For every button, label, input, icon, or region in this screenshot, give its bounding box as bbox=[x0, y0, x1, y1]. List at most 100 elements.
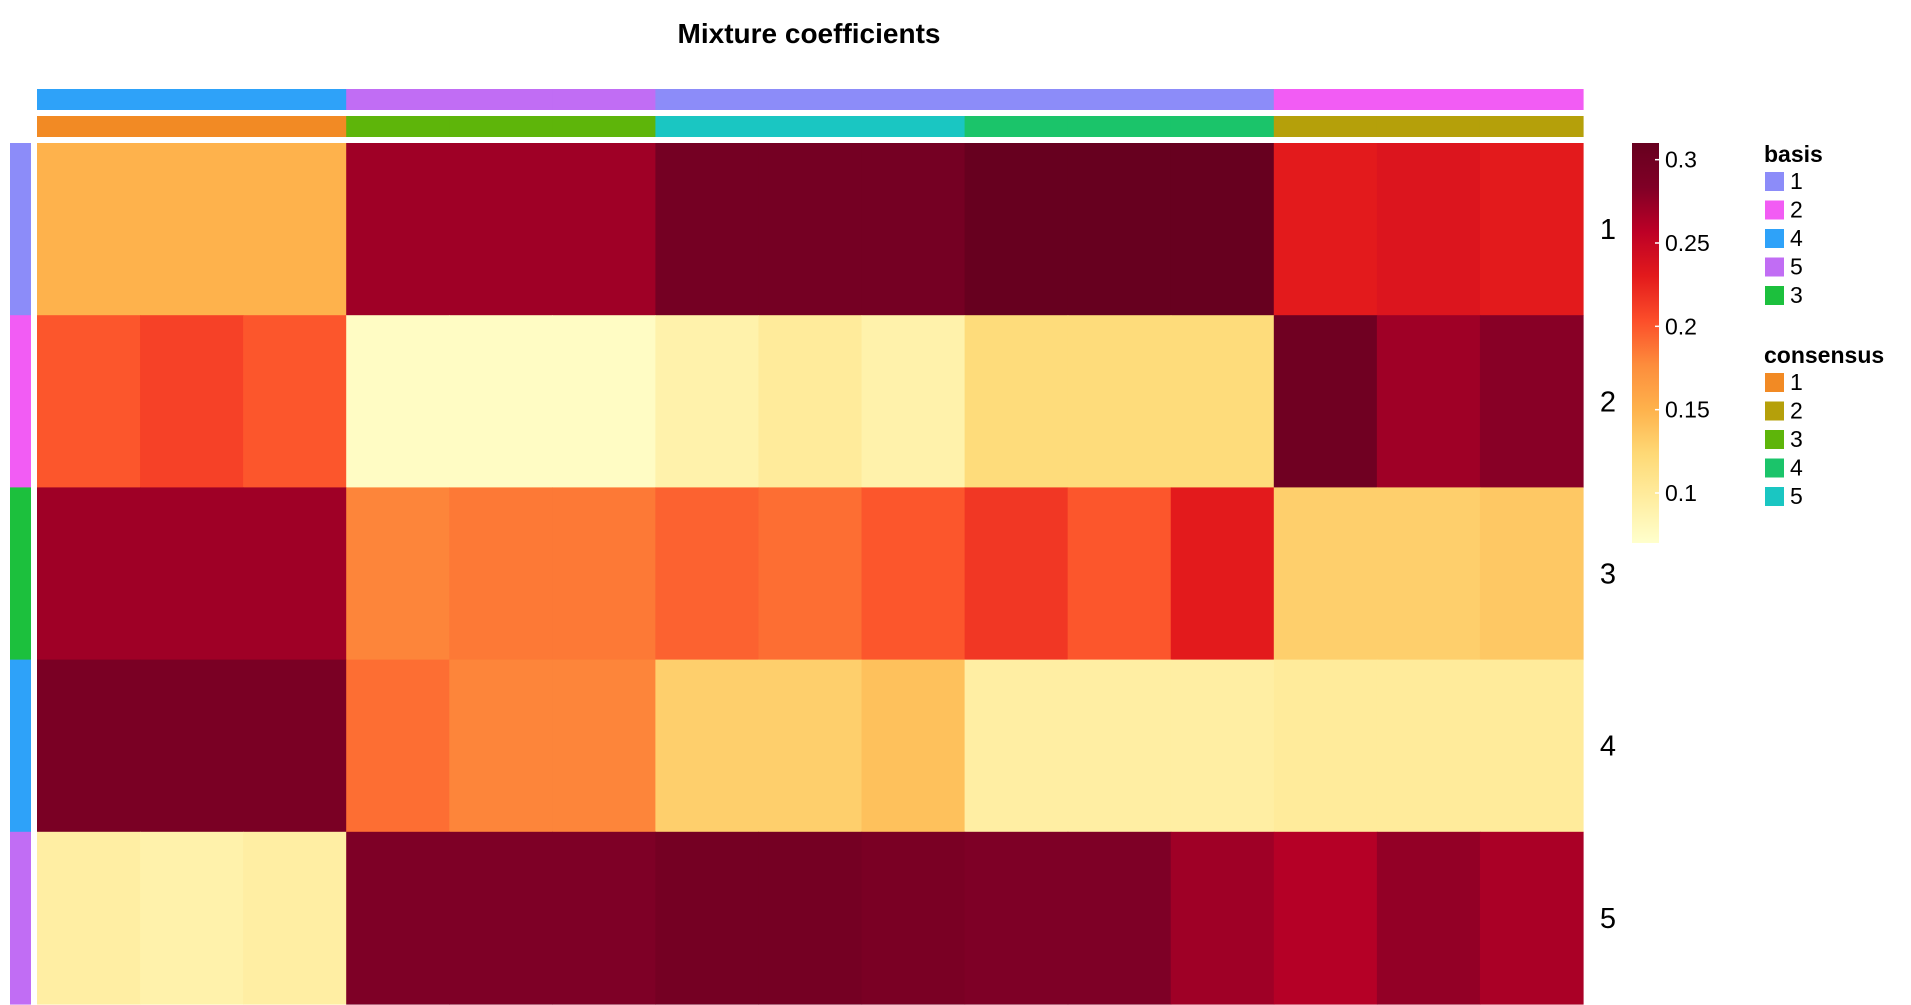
heatmap-cell bbox=[1067, 831, 1172, 1005]
heatmap-cell bbox=[758, 487, 863, 661]
heatmap-cell bbox=[655, 143, 760, 316]
col-consensus-cell bbox=[655, 116, 760, 137]
col-consensus-cell bbox=[1273, 116, 1378, 137]
basis-legend-swatch bbox=[1765, 200, 1784, 220]
row-basis-cell bbox=[10, 315, 31, 488]
heatmap-cell bbox=[655, 831, 760, 1005]
heatmap-cell bbox=[1067, 315, 1172, 488]
row-annotation-basis bbox=[10, 143, 31, 1005]
heatmap-cell bbox=[758, 831, 863, 1005]
heatmap-cell bbox=[758, 315, 863, 488]
heatmap-cell bbox=[964, 831, 1069, 1005]
heatmap-cell bbox=[140, 831, 244, 1005]
consensus-legend-title: consensus bbox=[1764, 342, 1884, 368]
col-basis-cell bbox=[964, 89, 1069, 110]
heatmap-cell bbox=[861, 831, 966, 1005]
basis-legend-swatch bbox=[1765, 257, 1784, 277]
colorbar bbox=[1632, 143, 1659, 543]
heatmap-cell bbox=[140, 315, 244, 488]
row-label: 3 bbox=[1600, 559, 1616, 591]
heatmap-cell bbox=[1479, 315, 1584, 488]
heatmap-cell bbox=[449, 831, 553, 1005]
heatmap-cell bbox=[1170, 315, 1275, 488]
basis-legend-label: 1 bbox=[1790, 168, 1803, 194]
row-basis-cell bbox=[10, 487, 31, 661]
col-consensus-cell bbox=[1067, 116, 1172, 137]
heatmap-cell bbox=[1273, 487, 1378, 661]
consensus-legend-label: 4 bbox=[1790, 455, 1803, 481]
heatmap-cell bbox=[449, 659, 553, 833]
heatmap-cell bbox=[37, 659, 141, 833]
col-basis-cell bbox=[1067, 89, 1172, 110]
basis-legend-label: 3 bbox=[1790, 282, 1803, 308]
heatmap-cell bbox=[1273, 659, 1378, 833]
consensus-legend-swatch bbox=[1765, 373, 1784, 392]
heatmap-cell bbox=[243, 315, 347, 488]
heatmap-cell bbox=[1376, 659, 1481, 833]
col-basis-cell bbox=[1479, 89, 1584, 110]
heatmap-cell bbox=[37, 315, 141, 488]
heatmap-cell bbox=[1067, 659, 1172, 833]
heatmap-cell bbox=[552, 143, 656, 316]
heatmap-cell bbox=[1067, 143, 1172, 316]
col-basis-cell bbox=[1273, 89, 1378, 110]
heatmap-cell bbox=[243, 831, 347, 1005]
col-consensus-cell bbox=[346, 116, 450, 137]
col-consensus-cell bbox=[861, 116, 966, 137]
heatmap-cell bbox=[1273, 831, 1378, 1005]
heatmap-cell bbox=[140, 143, 244, 316]
heatmap-cell bbox=[552, 831, 656, 1005]
col-basis-cell bbox=[552, 89, 656, 110]
heatmap-cell bbox=[346, 315, 450, 488]
basis-legend-label: 2 bbox=[1790, 197, 1803, 223]
col-consensus-cell bbox=[758, 116, 863, 137]
heatmap-cell bbox=[964, 315, 1069, 488]
heatmap-cell bbox=[655, 315, 760, 488]
col-basis-cell bbox=[1170, 89, 1275, 110]
heatmap-cell bbox=[37, 487, 141, 661]
heatmap-cell bbox=[861, 659, 966, 833]
heatmap-cell bbox=[964, 143, 1069, 316]
heatmap-cell bbox=[243, 659, 347, 833]
basis-legend-title: basis bbox=[1764, 141, 1823, 167]
heatmap-cell bbox=[449, 487, 553, 661]
row-label: 2 bbox=[1600, 386, 1616, 418]
column-annotation-consensus bbox=[37, 116, 1584, 137]
col-consensus-cell bbox=[37, 116, 141, 137]
col-basis-cell bbox=[758, 89, 863, 110]
heatmap-cell bbox=[1479, 487, 1584, 661]
heatmap-cell bbox=[1376, 315, 1481, 488]
heatmap-cell bbox=[243, 487, 347, 661]
col-basis-cell bbox=[243, 89, 347, 110]
col-consensus-cell bbox=[1170, 116, 1275, 137]
heatmap-cell bbox=[37, 831, 141, 1005]
heatmap-cell bbox=[346, 659, 450, 833]
heatmap-cell bbox=[1479, 659, 1584, 833]
row-labels: 1 2 3 4 5 bbox=[1600, 214, 1616, 935]
col-basis-cell bbox=[346, 89, 450, 110]
row-basis-cell bbox=[10, 659, 31, 833]
heatmap-cell bbox=[449, 143, 553, 316]
heatmap-cell bbox=[1170, 831, 1275, 1005]
row-label: 1 bbox=[1600, 214, 1616, 246]
heatmap-cell bbox=[758, 659, 863, 833]
heatmap-cell bbox=[1170, 487, 1275, 661]
col-basis-cell bbox=[449, 89, 553, 110]
heatmap-cell bbox=[552, 315, 656, 488]
heatmap-cell bbox=[1479, 143, 1584, 316]
heatmap-cell bbox=[1376, 487, 1481, 661]
heatmap-cells bbox=[37, 143, 1584, 1005]
colorbar-tick-label: 0.2 bbox=[1665, 313, 1697, 339]
heatmap-cell bbox=[1376, 831, 1481, 1005]
heatmap-cell bbox=[655, 659, 760, 833]
consensus-legend-swatch bbox=[1765, 487, 1784, 506]
heatmap-cell bbox=[655, 487, 760, 661]
heatmap-cell bbox=[861, 315, 966, 488]
row-label: 4 bbox=[1600, 731, 1616, 763]
heatmap-cell bbox=[758, 143, 863, 316]
col-consensus-cell bbox=[449, 116, 553, 137]
consensus-legend-label: 3 bbox=[1790, 426, 1803, 452]
heatmap-cell bbox=[552, 487, 656, 661]
colorbar-tick-label: 0.15 bbox=[1665, 397, 1710, 423]
